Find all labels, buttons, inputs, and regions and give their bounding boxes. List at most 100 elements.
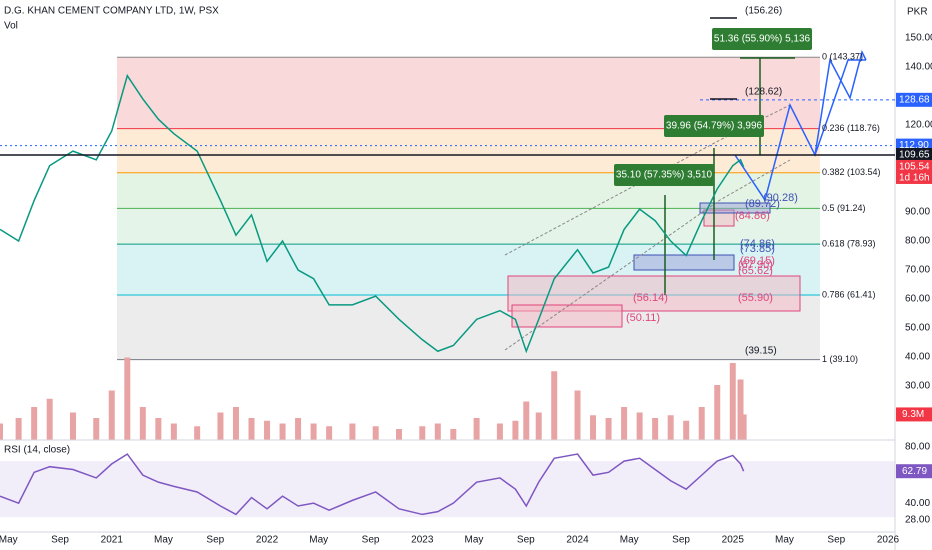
annotation: (39.15)	[745, 346, 777, 357]
annotation: 51.36 (55.90%) 5,136	[714, 34, 811, 45]
y-tick-label: 150.00	[905, 33, 932, 44]
y-tick-label: 140.00	[905, 62, 932, 73]
annotation: (56.14)	[633, 292, 668, 304]
x-tick-label: Sep	[362, 535, 380, 546]
annotation: (55.90)	[738, 292, 773, 304]
order-block	[511, 304, 623, 328]
volume-bar	[248, 418, 255, 440]
currency: PKR	[907, 7, 928, 18]
price-line	[0, 73, 745, 354]
y-tick-label: 70.00	[905, 265, 930, 276]
order-block	[633, 254, 735, 271]
volume-tag-label: 9.3M	[902, 409, 924, 420]
volume-bar	[279, 423, 286, 440]
price-tag-label: 105.54	[899, 162, 930, 173]
x-tick-label: Sep	[517, 535, 535, 546]
fib-label: 0.5 (91.24)	[822, 203, 866, 213]
volume-bar	[372, 426, 379, 440]
volume-bar	[155, 418, 162, 440]
volume-bar	[667, 415, 674, 440]
volume-bar	[729, 363, 736, 440]
measure-box	[712, 28, 812, 50]
volume-bar	[737, 379, 744, 440]
rsi-tick-label: 80.00	[905, 442, 930, 453]
volume-bar	[434, 423, 441, 440]
price-tag-label: 128.68	[899, 94, 930, 105]
volume-bar	[108, 390, 115, 440]
annotation: (50.11)	[626, 312, 660, 324]
annotation: (84.86)	[735, 210, 770, 222]
volume-bar	[15, 418, 22, 440]
annotation: (128.62)	[745, 87, 782, 98]
volume-bar	[349, 423, 356, 440]
fib-label: 0.786 (61.41)	[822, 289, 876, 299]
annotation: (89.72)	[745, 198, 780, 210]
volume-bar	[170, 423, 177, 440]
annotation: (65.62)	[738, 265, 773, 277]
x-tick-label: May	[0, 535, 18, 546]
volume-bar	[652, 418, 659, 440]
y-tick-label: 50.00	[905, 323, 930, 334]
volume-bar	[512, 420, 519, 440]
rsi-title: RSI (14, close)	[4, 445, 70, 456]
volume-bar	[194, 426, 201, 440]
x-tick-label: 2023	[411, 535, 434, 546]
price-tag	[896, 159, 932, 184]
rsi-tag-label: 62.79	[902, 466, 927, 477]
volume-bar	[217, 412, 224, 440]
annotation: (73.85)	[740, 243, 775, 255]
volume-bar	[310, 423, 317, 440]
volume-bar	[93, 418, 100, 440]
rsi-band	[0, 461, 895, 518]
volume-bar	[139, 407, 146, 440]
projection	[734, 59, 866, 202]
order-block	[699, 202, 771, 214]
y-tick-label: 60.00	[905, 294, 930, 305]
y-tick-label: 90.00	[905, 207, 930, 218]
x-tick-label: May	[154, 535, 173, 546]
x-tick-label: May	[775, 535, 794, 546]
volume-bar	[551, 371, 558, 440]
volume-bar	[535, 412, 542, 440]
x-tick-label: May	[309, 535, 328, 546]
price-tag	[896, 148, 932, 163]
fib-label: 0.382 (103.54)	[822, 167, 881, 177]
drawings	[504, 49, 867, 351]
price-tag-label: 109.65	[899, 150, 930, 161]
annotation: (90.28)	[763, 192, 798, 204]
volume-bar	[574, 390, 581, 440]
volume-bar	[636, 412, 643, 440]
channel	[504, 104, 791, 256]
x-tick-label: May	[465, 535, 484, 546]
volume-bar	[621, 407, 628, 440]
annotation: 39.96 (54.79%) 3,996	[666, 121, 763, 132]
volume-bar	[698, 407, 705, 440]
fib-zone	[117, 208, 820, 245]
volume-bar	[605, 418, 612, 440]
y-tick-label: 40.00	[905, 352, 930, 363]
volume-bar	[232, 407, 239, 440]
volume-bar	[264, 420, 271, 440]
volume-bar	[395, 429, 402, 440]
y-tick-label: 80.00	[905, 236, 930, 247]
volume-bar	[124, 357, 131, 440]
volume-bar	[683, 420, 690, 440]
fib-label: 0.618 (78.93)	[822, 239, 876, 249]
volume-bar	[326, 426, 333, 440]
price-tag-label: 112.90	[899, 140, 929, 151]
annotation: 35.10 (57.35%) 3,510	[616, 170, 713, 181]
volume-bar	[0, 423, 3, 440]
x-tick-label: 2021	[101, 535, 124, 546]
rsi-tick-label: 28.00	[905, 515, 930, 526]
y-tick-label: 120.00	[905, 120, 932, 131]
x-tick-label: 2022	[256, 535, 279, 546]
x-tick-label: Sep	[827, 535, 845, 546]
volume-bar	[46, 398, 53, 440]
volume-title: Vol	[4, 21, 18, 32]
measure-box	[664, 115, 764, 137]
volume-bar	[295, 418, 302, 440]
rsi-line	[0, 453, 745, 516]
countdown: 1d 16h	[899, 173, 930, 184]
volume-bar	[31, 407, 38, 440]
